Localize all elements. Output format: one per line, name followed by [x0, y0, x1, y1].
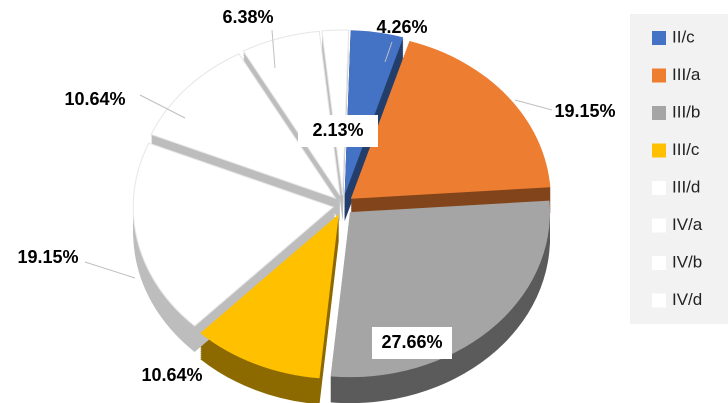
legend-swatch [652, 219, 666, 233]
legend-swatch [652, 144, 666, 158]
data-label: 19.15% [17, 247, 78, 267]
legend-swatch [652, 181, 666, 195]
legend-box [630, 14, 728, 324]
legend-swatch [652, 106, 666, 120]
legend-swatch [652, 31, 666, 45]
legend-label: III/a [672, 65, 701, 84]
legend-label: II/c [672, 27, 695, 46]
chart: 4.26% 19.15% 27.66% 10.64% 19.15% 10.64% 6.38%… [0, 0, 728, 403]
legend-swatch [652, 294, 666, 308]
legend-label: IV/a [672, 215, 703, 234]
legend-label: III/c [672, 140, 700, 159]
leader-line [515, 100, 552, 110]
data-label: 27.66% [381, 332, 442, 352]
data-label: 6.38% [222, 7, 273, 27]
data-label: 10.64% [64, 89, 125, 109]
legend-label: IV/b [672, 252, 702, 271]
legend-label: IV/d [672, 290, 702, 309]
legend-swatch [652, 256, 666, 270]
data-label: 2.13% [312, 120, 363, 140]
data-label: 4.26% [376, 17, 427, 37]
data-label: 19.15% [554, 101, 615, 121]
legend-swatch [652, 69, 666, 83]
leader-line [85, 262, 135, 278]
legend-label: III/d [672, 177, 700, 196]
data-label: 10.64% [141, 365, 202, 385]
legend-label: III/b [672, 102, 700, 121]
